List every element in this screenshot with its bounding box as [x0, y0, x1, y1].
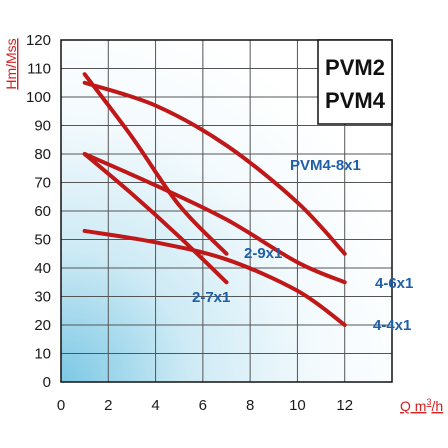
x-tick-label: 8 — [246, 397, 254, 414]
legend-box: PVM2 PVM4 — [317, 39, 393, 125]
curve-label-4-4x1: 4-4x1 — [373, 317, 411, 334]
y-tick-label: 100 — [26, 89, 51, 106]
y-tick-label: 110 — [27, 61, 51, 78]
x-tick-label: 12 — [336, 397, 353, 414]
y-axis-label: Hm/Mss — [3, 38, 19, 89]
y-tick-label: 50 — [34, 232, 51, 249]
legend-frame — [317, 39, 393, 125]
curve-label-pvm4-8x1: PVM4-8x1 — [290, 157, 361, 174]
x-axis-label: Q m3/h — [400, 397, 443, 414]
plot-border — [60, 39, 393, 383]
series-line-4-6x1 — [82, 152, 347, 285]
curve-label-2-9x1: 2-9x1 — [244, 245, 282, 262]
y-tick-label: 0 — [43, 374, 51, 391]
grid-lines — [61, 40, 392, 382]
y-tick-labels: 0 10 20 30 40 50 60 70 80 90 100 110 120 — [26, 32, 51, 391]
x-tick-label: 2 — [104, 397, 112, 414]
y-tick-label: 20 — [34, 317, 51, 334]
curve-label-4-6x1: 4-6x1 — [375, 275, 413, 292]
curve-label-2-7x1: 2-7x1 — [192, 289, 230, 306]
legend-line-1: PVM2 — [325, 55, 385, 80]
y-tick-label: 40 — [34, 260, 51, 277]
series-line-2-9x1 — [82, 72, 229, 256]
y-tick-label: 10 — [34, 346, 51, 363]
y-tick-label: 60 — [34, 203, 51, 220]
legend-line-2: PVM4 — [325, 88, 386, 113]
x-tick-label: 4 — [151, 397, 159, 414]
y-tick-label: 70 — [34, 175, 51, 192]
series-line-pvm4-8x1 — [82, 80, 347, 256]
curve-labels: PVM4-8x1 4-6x1 4-4x1 2-9x1 2-7x1 — [192, 157, 413, 334]
y-tick-label: 90 — [34, 118, 51, 135]
x-tick-label: 6 — [199, 397, 207, 414]
series-line-2-7x1 — [82, 152, 229, 285]
y-tick-label: 80 — [34, 146, 51, 163]
x-tick-label: 0 — [57, 397, 65, 414]
y-tick-label: 120 — [26, 32, 51, 49]
y-tick-label: 30 — [34, 289, 51, 306]
x-axis-label-main: Q m — [400, 398, 426, 414]
x-tick-label: 10 — [289, 397, 306, 414]
series-line-4-4x1 — [82, 228, 347, 327]
x-axis-label-sup: 3 — [426, 397, 431, 407]
x-tick-labels: 0 2 4 6 8 10 12 — [57, 397, 353, 414]
series-group — [82, 72, 347, 327]
x-axis-label-tail: /h — [431, 398, 443, 414]
